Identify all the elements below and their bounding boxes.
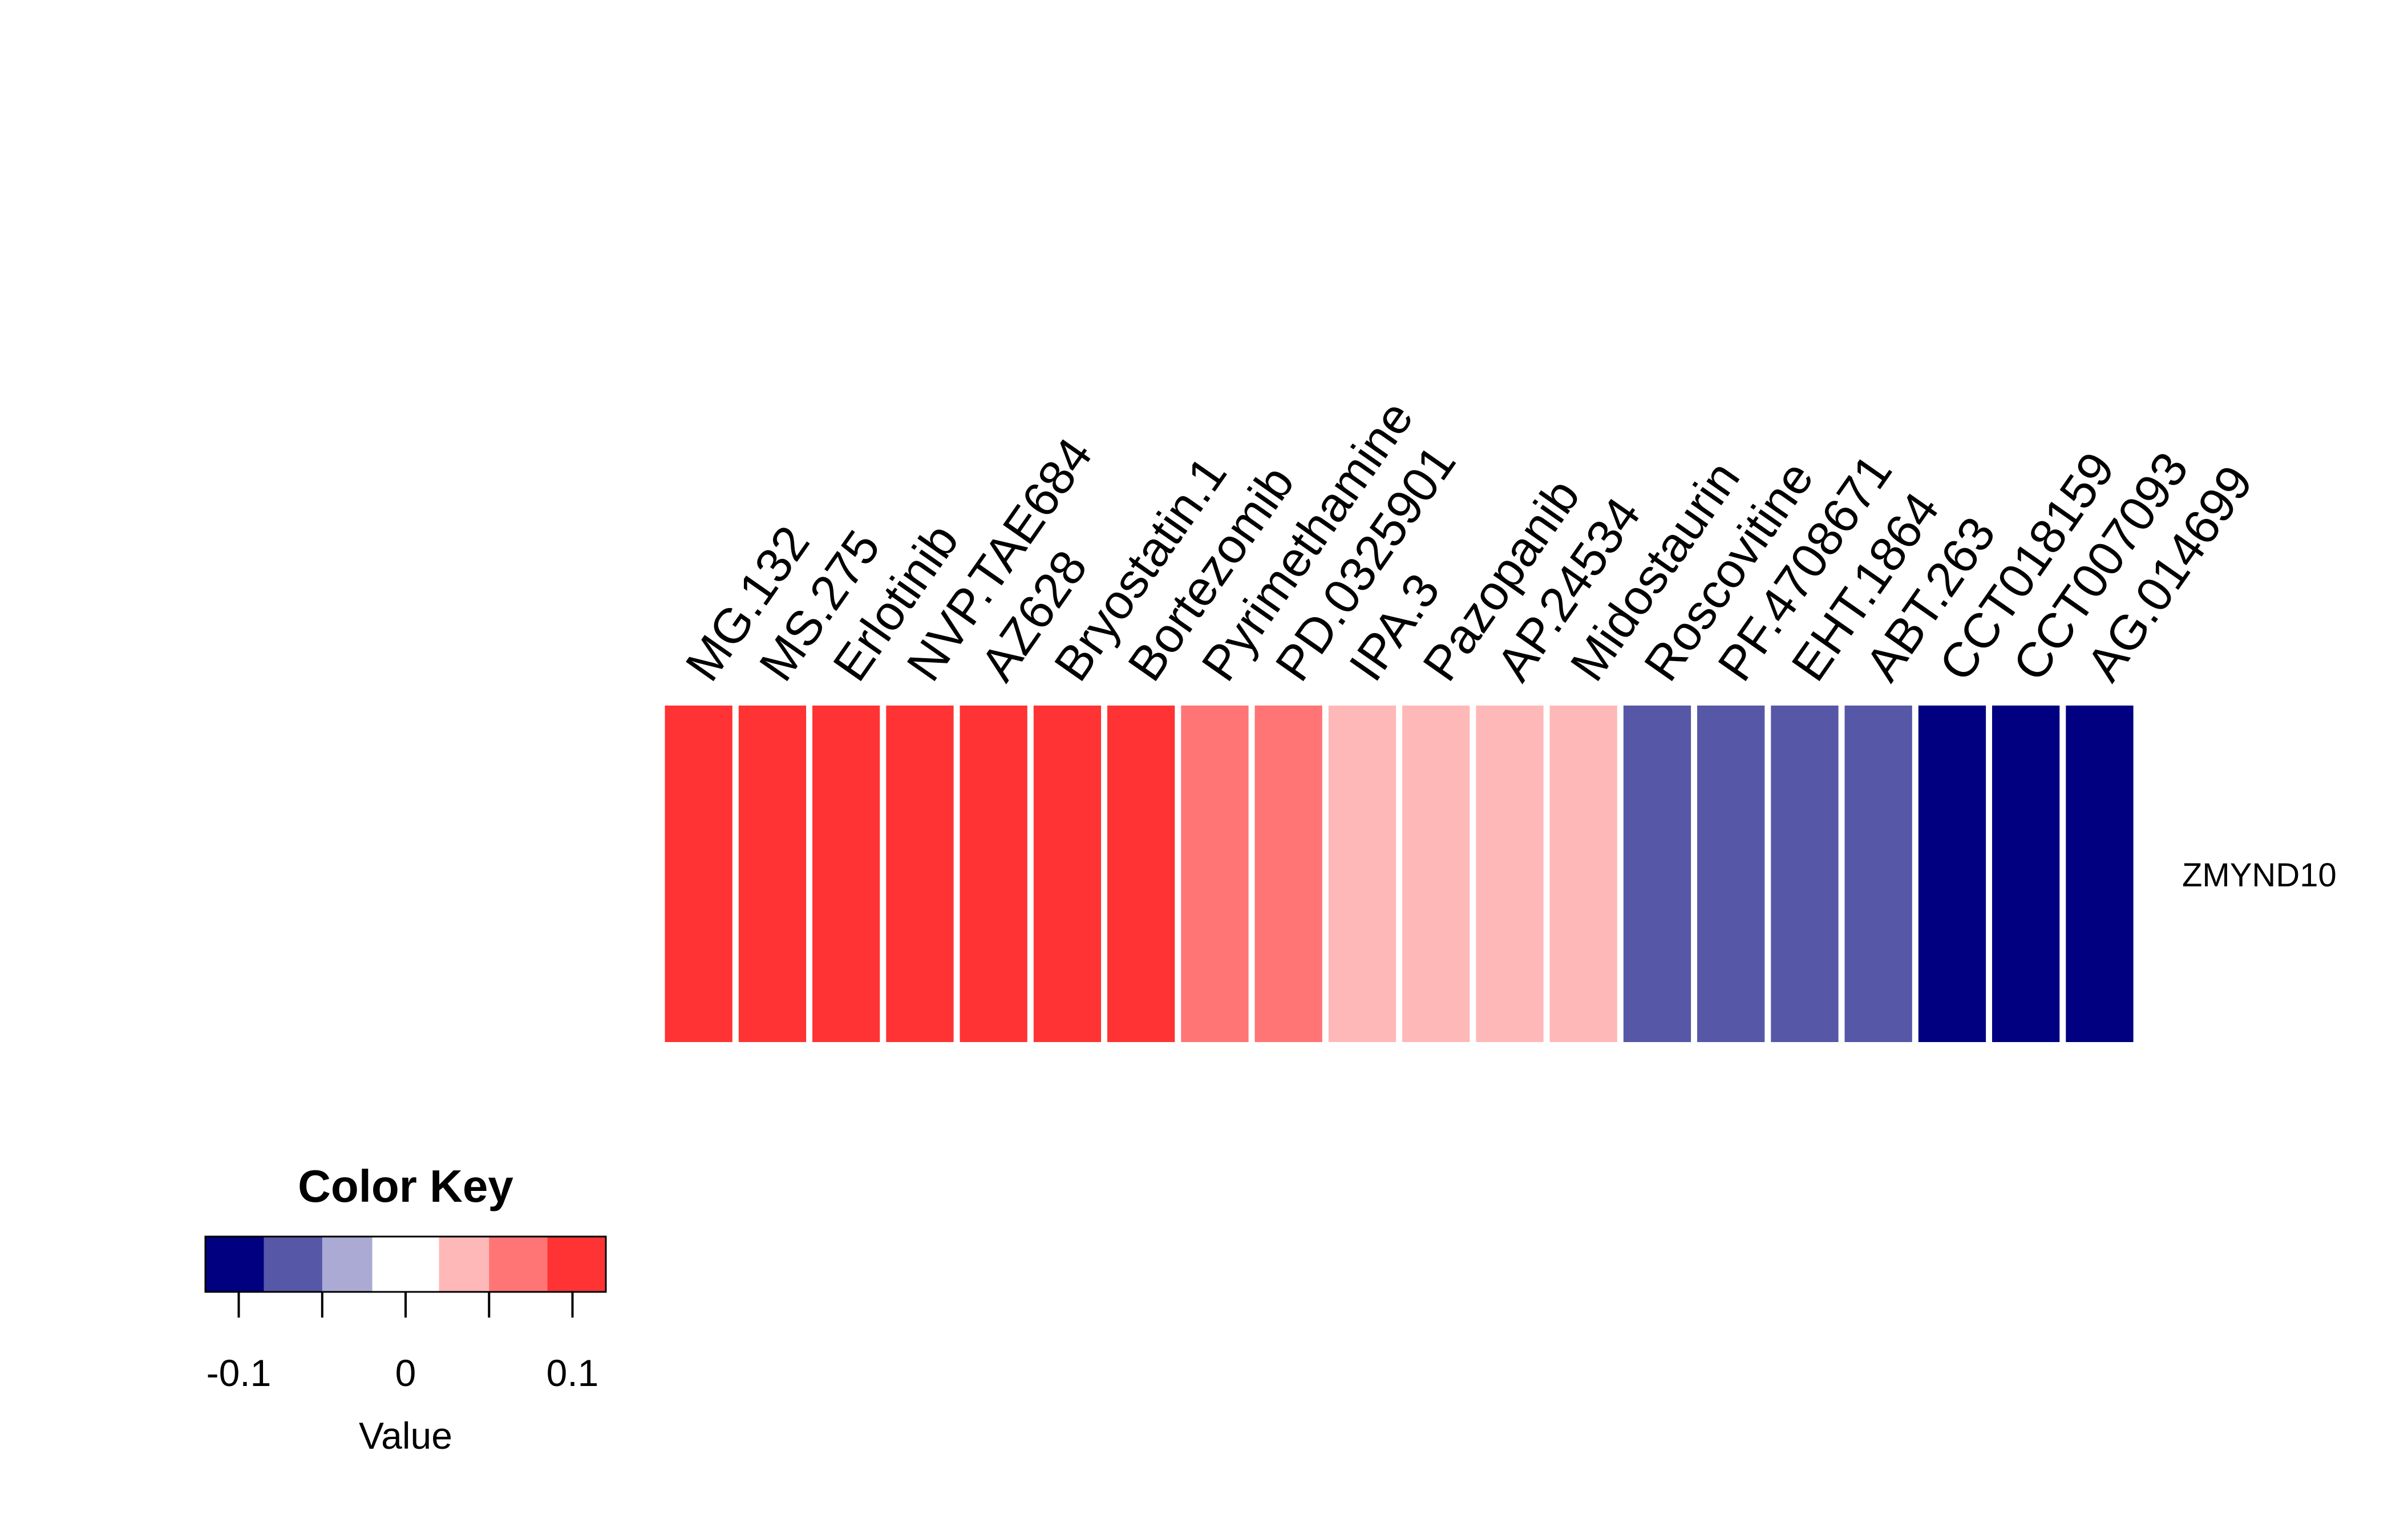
color-key-axis: -0.1 0 0.1 [207,1292,599,1394]
row-label-zmynd10: ZMYND10 [2182,857,2337,894]
heatmap-cell-pf-4708671 [1697,706,1765,1042]
heatmap-cell-eht-1864 [1771,706,1839,1042]
heatmap-cell-pazopanib [1402,706,1470,1042]
color-key-tick-label: 0 [395,1352,416,1394]
color-key-bins [205,1237,606,1292]
heatmap-cell-midostaurin [1549,706,1617,1042]
color-key-bin [205,1237,264,1292]
heatmap-cell-bortezomib [1107,706,1175,1042]
color-key-bin [322,1237,373,1292]
heatmap-cell-nvp-tae684 [886,706,954,1042]
heatmap-cell-erlotinib [812,706,880,1042]
color-key-bin [489,1237,548,1292]
heatmap-cell-az628 [960,706,1027,1042]
heatmap-cell-bryostatin-1 [1033,706,1102,1042]
heatmap-cell-pyrimethamine [1181,706,1249,1042]
color-key-title: Color Key [298,1161,513,1211]
heatmap-cells [665,706,2134,1042]
color-key-tick-label: -0.1 [207,1352,272,1394]
heatmap-cell-pd-0325901 [1254,706,1322,1042]
heatmap-cell-ms-275 [738,706,807,1042]
heatmap-cell-roscovitine [1623,706,1691,1042]
color-key-bin [264,1237,323,1292]
color-key-bin [439,1237,489,1292]
color-key-bin [547,1237,606,1292]
row-labels: ZMYND10 [2182,857,2337,894]
heatmap-cell-ipa-3 [1328,706,1397,1042]
column-labels: MG.132MS.275ErlotinibNVP.TAE684AZ628Bryo… [675,391,2264,691]
color-key: Color Key -0.1 0 0.1 Value [204,1161,607,1457]
heatmap-cell-cct018159 [1918,706,1986,1042]
color-key-bin [372,1237,439,1292]
heatmap-cell-abt-263 [1844,706,1912,1042]
heatmap-cell-ag-014699 [2066,706,2134,1042]
color-key-xlabel: Value [359,1415,452,1457]
color-key-tick-label: 0.1 [547,1352,599,1394]
heatmap-cell-mg-132 [665,706,732,1042]
heatmap-cell-ap-24534 [1476,706,1544,1042]
heatmap-cell-cct007093 [1992,706,2060,1042]
